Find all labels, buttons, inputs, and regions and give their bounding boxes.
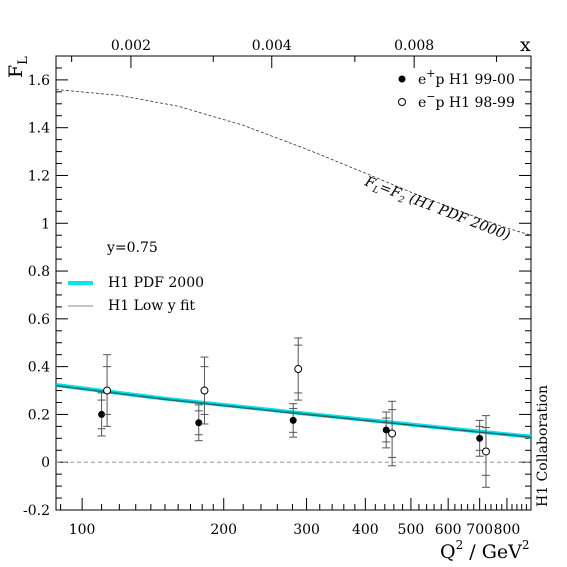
x-axis-title: Q2 / GeV2 — [440, 538, 529, 563]
curve-label: FL=F2 (H1 PDF 2000) — [361, 173, 512, 245]
legend-label-eminus-main: e — [418, 95, 426, 111]
curve-label-end: (H1 PDF 2000) — [403, 189, 513, 244]
data-point-eplus — [195, 419, 203, 427]
data-points — [97, 337, 490, 488]
legend-marker-open — [398, 98, 406, 106]
legend-label-eplus-rest: p H1 99-00 — [436, 72, 515, 88]
curve-label-sub2: 2 — [396, 194, 406, 206]
y-axis: -0.2 0 0.2 0.4 0.6 0.8 1 1.2 1.4 1.6 — [23, 67, 531, 519]
data-point-eplus — [476, 434, 484, 442]
top-axis: 0.002 0.004 0.008 — [71, 38, 497, 68]
top-axis-title: x — [520, 34, 531, 56]
x-tick-label: 400 — [352, 522, 379, 538]
x-tick-label: 300 — [293, 522, 320, 538]
x-axis-title-main: Q — [440, 541, 456, 563]
top-tick-label: 0.008 — [394, 38, 434, 54]
y-tick-label: 0.6 — [28, 312, 50, 328]
top-tick-label: 0.002 — [111, 38, 151, 54]
curve-label-sub1: L — [370, 184, 380, 196]
band-legend: H1 PDF 2000 H1 Low y fit — [68, 275, 204, 314]
y-value-annotation: y=0.75 — [106, 240, 158, 256]
y-tick-label: 1 — [41, 216, 50, 232]
legend-marker-filled — [398, 75, 406, 83]
y-tick-label: 1.4 — [28, 121, 50, 137]
y-axis-title-main: F — [5, 65, 27, 78]
legend-label-eplus-main: e — [418, 72, 426, 88]
data-point-eminus — [481, 447, 490, 456]
legend-label-eminus: e−p H1 98-99 — [418, 90, 515, 111]
y-tick-label: 0 — [41, 455, 50, 471]
x-axis-title-sup2: 2 — [522, 538, 530, 552]
band-legend-label-pdf: H1 PDF 2000 — [108, 275, 204, 291]
legend: e+p H1 99-00 e−p H1 98-99 — [398, 67, 515, 111]
band-legend-label-lowy: H1 Low y fit — [108, 298, 195, 314]
legend-label-eminus-rest: p H1 98-99 — [436, 95, 515, 111]
x-tick-label: 200 — [210, 522, 237, 538]
y-tick-label: 0.8 — [28, 264, 50, 280]
data-point-eplus — [289, 416, 297, 424]
y-axis-title: FL — [5, 56, 31, 78]
data-point-eminus — [200, 386, 209, 395]
y-axis-title-sub: L — [16, 56, 31, 65]
curve-h1-low-y-fit — [55, 385, 532, 438]
curves — [55, 89, 532, 463]
curve-h1-pdf-2000-edge — [55, 384, 532, 437]
curve-fl-equals-f2 — [55, 89, 532, 236]
curve-label-mid: =F — [377, 179, 404, 202]
x-tick-label: 100 — [69, 522, 96, 538]
legend-label-eminus-sup: − — [426, 90, 435, 103]
y-tick-label: 0.2 — [28, 407, 50, 423]
y-tick-label: 0.4 — [28, 360, 50, 376]
x-tick-label: 700 — [466, 522, 493, 538]
data-point-eminus — [388, 429, 397, 438]
x-tick-label: 500 — [398, 522, 425, 538]
y-tick-label: 1.6 — [28, 73, 50, 89]
y-tick-label: 1.2 — [28, 168, 50, 184]
data-point-eminus — [294, 365, 303, 374]
data-point-eplus — [382, 426, 390, 434]
data-point-eplus — [98, 410, 106, 418]
side-label: H1 Collaboration — [535, 385, 551, 507]
x-axis-title-sup: 2 — [456, 538, 464, 552]
legend-label-eplus: e+p H1 99-00 — [418, 67, 515, 88]
x-tick-label: 800 — [494, 522, 521, 538]
x-axis: 100 200 300 400 500 600 700 800 — [60, 498, 532, 538]
data-point-eminus — [103, 386, 112, 395]
x-tick-label: 600 — [435, 522, 462, 538]
x-axis-title-rest: / GeV — [463, 541, 522, 563]
top-tick-label: 0.004 — [252, 38, 292, 54]
y-tick-label: -0.2 — [23, 503, 50, 519]
legend-label-eplus-sup: + — [426, 67, 435, 80]
